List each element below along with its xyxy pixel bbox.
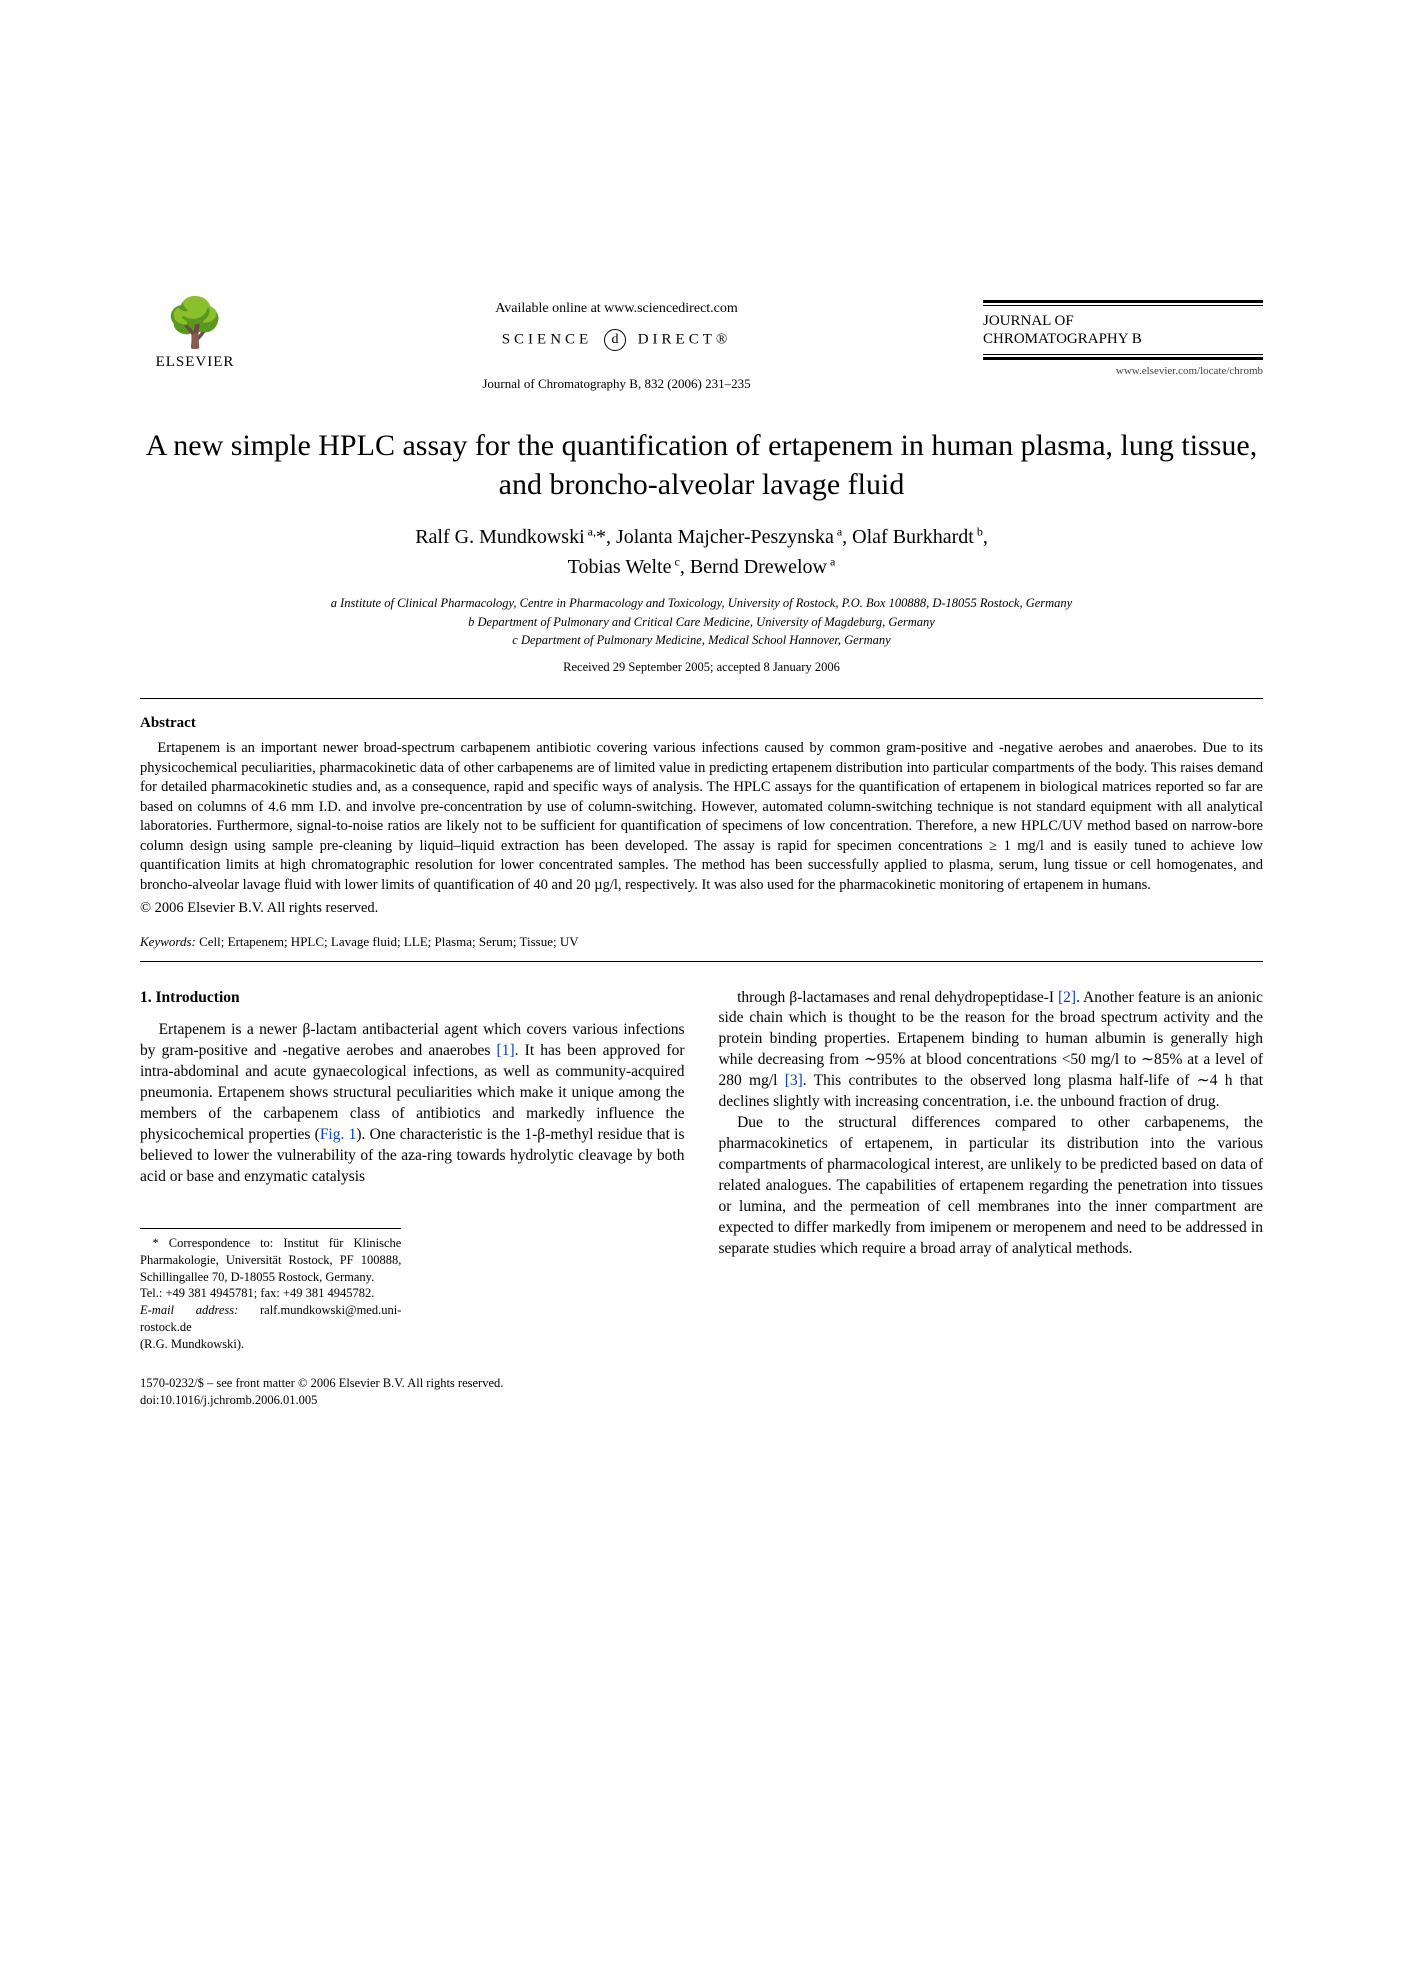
affiliation-c: c Department of Pulmonary Medicine, Medi… <box>140 631 1263 649</box>
intro-paragraph-2: through β-lactamases and renal dehydrope… <box>719 988 1264 1114</box>
publisher-logo: 🌳 ELSEVIER <box>140 300 250 372</box>
intro-paragraph-3: Due to the structural differences compar… <box>719 1113 1264 1259</box>
footnote-correspondence: * Correspondence to: Institut für Klinis… <box>140 1235 401 1286</box>
front-matter-line: 1570-0232/$ – see front matter © 2006 El… <box>140 1375 685 1392</box>
ref-link-2[interactable]: [2] <box>1058 989 1076 1006</box>
fig-link-1[interactable]: Fig. 1 <box>320 1126 357 1143</box>
received-accepted-dates: Received 29 September 2005; accepted 8 J… <box>140 659 1263 676</box>
separator-rule <box>140 698 1263 699</box>
intro-paragraph-1: Ertapenem is a newer β-lactam antibacter… <box>140 1020 685 1187</box>
keywords-label: Keywords: <box>140 934 196 949</box>
article-title: A new simple HPLC assay for the quantifi… <box>140 426 1263 504</box>
abstract-copyright: © 2006 Elsevier B.V. All rights reserved… <box>140 899 1263 919</box>
doi-block: 1570-0232/$ – see front matter © 2006 El… <box>140 1375 685 1409</box>
header-row: 🌳 ELSEVIER Available online at www.scien… <box>140 300 1263 392</box>
header-right: JOURNAL OF CHROMATOGRAPHY B www.elsevier… <box>983 300 1263 379</box>
journal-reference: Journal of Chromatography B, 832 (2006) … <box>270 375 963 393</box>
affiliation-b: b Department of Pulmonary and Critical C… <box>140 613 1263 631</box>
sd-symbol-icon: d <box>604 329 626 351</box>
affiliation-a: a Institute of Clinical Pharmacology, Ce… <box>140 594 1263 612</box>
top-rule <box>983 300 1263 306</box>
column-left: 1. Introduction Ertapenem is a newer β-l… <box>140 988 685 1409</box>
header-center: Available online at www.sciencedirect.co… <box>250 300 983 392</box>
separator-rule-2 <box>140 961 1263 962</box>
affiliations: a Institute of Clinical Pharmacology, Ce… <box>140 594 1263 648</box>
footnotes: * Correspondence to: Institut für Klinis… <box>140 1228 401 1353</box>
footnote-telfax: Tel.: +49 381 4945781; fax: +49 381 4945… <box>140 1285 401 1302</box>
journal-name: JOURNAL OF CHROMATOGRAPHY B <box>983 312 1263 348</box>
authors-line1: Ralf G. Mundkowski a,*, Jolanta Majcher-… <box>415 526 988 548</box>
abstract-text: Ertapenem is an important newer broad-sp… <box>140 739 1263 896</box>
sciencedirect-logo: SCIENCE d DIRECT® <box>270 329 963 351</box>
keywords-list: Cell; Ertapenem; HPLC; Lavage fluid; LLE… <box>199 934 579 949</box>
authors: Ralf G. Mundkowski a,*, Jolanta Majcher-… <box>140 522 1263 582</box>
section-heading-intro: 1. Introduction <box>140 988 685 1009</box>
bottom-rule <box>983 354 1263 360</box>
journal-name-line2: CHROMATOGRAPHY B <box>983 331 1142 347</box>
available-online-line: Available online at www.sciencedirect.co… <box>270 300 963 319</box>
journal-name-line1: JOURNAL OF <box>983 313 1074 329</box>
footnote-email-who: (R.G. Mundkowski). <box>140 1336 401 1353</box>
sd-left: SCIENCE <box>502 331 593 347</box>
publisher-brand: ELSEVIER <box>140 352 250 372</box>
column-right: through β-lactamases and renal dehydrope… <box>719 988 1264 1409</box>
keywords: Keywords: Cell; Ertapenem; HPLC; Lavage … <box>140 933 1263 951</box>
ref-link-1[interactable]: [1] <box>497 1042 515 1059</box>
doi-line: doi:10.1016/j.jchromb.2006.01.005 <box>140 1392 685 1409</box>
footnote-email-label: E-mail address: <box>140 1303 238 1317</box>
footnote-email-row: E-mail address: ralf.mundkowski@med.uni-… <box>140 1302 401 1336</box>
journal-url[interactable]: www.elsevier.com/locate/chromb <box>983 364 1263 379</box>
abstract-body: Ertapenem is an important newer broad-sp… <box>140 739 1263 896</box>
elsevier-tree-icon: 🌳 <box>140 300 250 348</box>
abstract-heading: Abstract <box>140 713 1263 733</box>
body-columns: 1. Introduction Ertapenem is a newer β-l… <box>140 988 1263 1409</box>
authors-line2: Tobias Welte c, Bernd Drewelow a <box>568 556 836 578</box>
ref-link-3[interactable]: [3] <box>785 1072 803 1089</box>
sd-right: DIRECT® <box>638 331 732 347</box>
